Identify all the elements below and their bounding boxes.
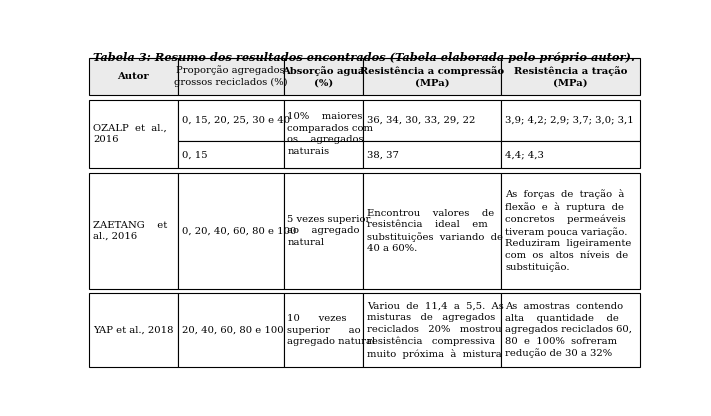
Bar: [501, 173, 640, 289]
Text: 38, 37: 38, 37: [367, 150, 398, 159]
Bar: [178, 58, 284, 95]
Text: 5 vezes superior
ao    agregado
natural: 5 vezes superior ao agregado natural: [287, 215, 370, 247]
Text: 0, 15, 20, 25, 30 e 40: 0, 15, 20, 25, 30 e 40: [182, 116, 290, 125]
Text: 4,4; 4,3: 4,4; 4,3: [506, 150, 544, 159]
Bar: [363, 58, 501, 95]
Bar: [89, 99, 178, 168]
Text: Resistência a compressão
(MPa): Resistência a compressão (MPa): [360, 66, 504, 87]
Bar: [363, 293, 501, 367]
Text: 3,9; 4,2; 2,9; 3,7; 3,0; 3,1: 3,9; 4,2; 2,9; 3,7; 3,0; 3,1: [506, 116, 634, 125]
Text: 10%    maiores
comparados com
os    agregados
naturais: 10% maiores comparados com os agregados …: [287, 112, 373, 156]
Text: Autor: Autor: [117, 72, 149, 81]
Bar: [501, 141, 640, 168]
Text: Absorção agua
(%): Absorção agua (%): [282, 66, 364, 87]
Text: Encontrou    valores    de
resistência    ideal    em
substituições  variando  d: Encontrou valores de resistência ideal e…: [367, 209, 503, 253]
Bar: [284, 58, 363, 95]
Bar: [178, 99, 284, 141]
Bar: [89, 293, 178, 367]
Bar: [178, 141, 284, 168]
Bar: [501, 58, 640, 95]
Text: 0, 20, 40, 60, 80 e 100: 0, 20, 40, 60, 80 e 100: [182, 226, 296, 235]
Bar: [284, 99, 363, 168]
Text: OZALP  et  al.,
2016: OZALP et al., 2016: [93, 124, 167, 144]
Bar: [89, 58, 178, 95]
Bar: [89, 173, 178, 289]
Text: 36, 34, 30, 33, 29, 22: 36, 34, 30, 33, 29, 22: [367, 116, 475, 125]
Text: As  amostras  contendo
alta    quantidade    de
agregados reciclados 60,
80  e  : As amostras contendo alta quantidade de …: [506, 302, 632, 358]
Text: Variou  de  11,4  a  5,5.  As
misturas   de   agregados
reciclados   20%   mostr: Variou de 11,4 a 5,5. As misturas de agr…: [367, 302, 503, 359]
Text: YAP et al., 2018: YAP et al., 2018: [93, 326, 173, 335]
Bar: [501, 293, 640, 367]
Bar: [363, 141, 501, 168]
Bar: [284, 173, 363, 289]
Bar: [284, 293, 363, 367]
Bar: [363, 99, 501, 141]
Bar: [178, 293, 284, 367]
Bar: [501, 99, 640, 141]
Text: 0, 15: 0, 15: [182, 150, 208, 159]
Text: Proporção agregados
grossos reciclados (%): Proporção agregados grossos reciclados (…: [174, 66, 287, 87]
Text: ZAETANG    et
al., 2016: ZAETANG et al., 2016: [93, 220, 168, 241]
Text: As  forças  de  tração  à
flexão  e  à  ruptura  de
concretos    permeáveis
tive: As forças de tração à flexão e à ruptura…: [506, 190, 631, 272]
Text: Tabela 3: Resumo dos resultados encontrados (Tabela elaborada pelo próprio autor: Tabela 3: Resumo dos resultados encontra…: [93, 52, 636, 62]
Text: Resistência a tração
(MPa): Resistência a tração (MPa): [514, 66, 627, 87]
Bar: [284, 141, 363, 168]
Bar: [363, 173, 501, 289]
Text: 20, 40, 60, 80 e 100: 20, 40, 60, 80 e 100: [182, 326, 284, 335]
Bar: [178, 173, 284, 289]
Text: 10      vezes
superior      ao
agregado natural: 10 vezes superior ao agregado natural: [287, 314, 375, 346]
